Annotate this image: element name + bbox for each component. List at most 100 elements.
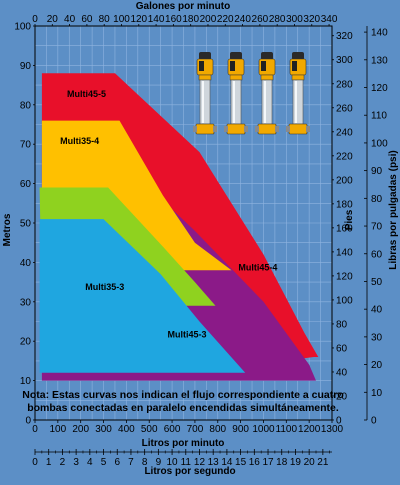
- left-axis-tick-label: 30: [20, 297, 32, 308]
- top-axis-tick-label: 220: [217, 14, 234, 25]
- top-axis-tick-label: 260: [252, 14, 269, 25]
- left-axis-tick-label: 70: [20, 140, 32, 151]
- right-axis-1-tick-label: 100: [336, 295, 353, 306]
- right-axis-1-tick-label: 240: [336, 127, 353, 138]
- bottom-axis-tick-label: 800: [209, 424, 226, 435]
- series-label: Multi45-3: [168, 329, 207, 339]
- top-axis-tick-label: 100: [113, 14, 130, 25]
- left-axis-tick-label: 20: [20, 337, 32, 348]
- series-label: Multi35-3: [85, 282, 124, 292]
- bottom-axis-2-tick-label: 12: [194, 457, 206, 468]
- left-axis-tick-label: 80: [20, 100, 32, 111]
- top-axis-tick-label: 320: [303, 14, 320, 25]
- bottom-axis-tick-label: 1100: [276, 424, 298, 435]
- bottom-axis-2-tick-label: 18: [276, 457, 288, 468]
- right-axis-2-tick-label: 30: [371, 332, 383, 343]
- bottom-axis-2-tick-label: 20: [304, 457, 316, 468]
- top-axis-tick-label: 300: [286, 14, 303, 25]
- top-axis-tick-label: 160: [165, 14, 182, 25]
- right-axis-2-tick-label: 130: [371, 55, 388, 66]
- right-axis-1-tick-label: 200: [336, 175, 353, 186]
- bottom-axis-2-tick-label: 21: [317, 457, 329, 468]
- top-axis-tick-label: 340: [321, 14, 338, 25]
- top-axis-title: Galones por minuto: [136, 1, 230, 12]
- bottom-axis-2-tick-label: 6: [114, 457, 120, 468]
- left-axis-tick-label: 90: [20, 61, 32, 72]
- right-axis-1-tick-label: 20: [336, 391, 348, 402]
- series-label: Multi35-4: [60, 136, 99, 146]
- vertical-pump-icon: [193, 52, 217, 135]
- top-axis-tick-label: 60: [81, 14, 93, 25]
- bottom-axis-2-tick-label: 2: [60, 457, 66, 468]
- top-axis-tick-label: 240: [234, 14, 251, 25]
- bottom-axis-tick-label: 1300: [321, 424, 344, 435]
- right-axis-2-tick-label: 50: [371, 277, 383, 288]
- right-axis-1-tick-label: 0: [336, 416, 342, 427]
- bottom-axis-2-tick-label: 15: [235, 457, 247, 468]
- bottom-axis-tick-label: 400: [118, 424, 135, 435]
- vertical-pump-icon: [224, 52, 248, 135]
- bottom-axis-2-tick-label: 13: [208, 457, 220, 468]
- vertical-pump-icon: [286, 52, 310, 135]
- left-axis-tick-label: 60: [20, 179, 32, 190]
- bottom-axis-tick-label: 1200: [298, 424, 321, 435]
- bottom-axis-2-tick-label: 10: [167, 457, 179, 468]
- bottom-axis-title: Litros por minuto: [142, 438, 225, 449]
- right-axis-2-tick-label: 110: [371, 111, 387, 122]
- right-axis-2-tick-label: 20: [371, 360, 383, 371]
- bottom-axis-tick-label: 600: [164, 424, 181, 435]
- right-axis-1-tick-label: 220: [336, 151, 353, 162]
- right-axis-2-title: Libras por pulgadas (psi): [388, 150, 399, 269]
- series-label: Multi45-5: [67, 89, 106, 99]
- bottom-axis-2-tick-label: 9: [156, 457, 162, 468]
- right-axis-1-tick-label: 120: [336, 271, 353, 282]
- top-axis-tick-label: 80: [99, 14, 111, 25]
- left-axis-tick-label: 10: [20, 376, 32, 387]
- top-axis-tick-label: 200: [200, 14, 217, 25]
- bottom-axis-tick-label: 0: [32, 424, 38, 435]
- note-line: Nota: Estas curvas nos indican el flujo …: [22, 389, 344, 401]
- right-axis-1-tick-label: 160: [336, 223, 353, 234]
- pump-images: [193, 52, 310, 135]
- series-label: Multi45-4: [238, 262, 277, 272]
- right-axis-2-tick-label: 60: [371, 249, 383, 260]
- bottom-axis-tick-label: 900: [232, 424, 249, 435]
- left-axis-title: Metros: [2, 213, 13, 246]
- right-axis-2-tick-label: 80: [371, 194, 383, 205]
- bottom-axis-2-tick-label: 4: [87, 457, 93, 468]
- bottom-axis-2-tick-label: 0: [32, 457, 38, 468]
- top-axis-tick-label: 180: [182, 14, 199, 25]
- bottom-axis-2-tick-label: 7: [128, 457, 134, 468]
- series-area-multi45-3: [39, 219, 246, 373]
- left-axis-tick-label: 40: [20, 258, 32, 269]
- series-areas: [39, 73, 319, 381]
- bottom-axis-2-tick-label: 19: [290, 457, 302, 468]
- bottom-axis-2-tick-label: 11: [181, 457, 192, 468]
- bottom-axis-2-tick-label: 1: [46, 457, 52, 468]
- right-axis-1-tick-label: 180: [336, 199, 353, 210]
- right-axis-1-tick-label: 260: [336, 103, 353, 114]
- right-axis-1-tick-label: 140: [336, 247, 353, 258]
- right-axis-2-tick-label: 0: [371, 416, 377, 427]
- top-axis-tick-label: 140: [148, 14, 165, 25]
- bottom-axis-2-title: Litros por segundo: [144, 466, 235, 477]
- right-axis-2-tick-label: 100: [371, 138, 388, 149]
- left-axis-tick-label: 0: [25, 416, 31, 427]
- right-axis-2-tick-label: 140: [371, 28, 388, 39]
- top-axis-tick-label: 120: [130, 14, 147, 25]
- right-axis-2-tick-label: 70: [371, 222, 383, 233]
- bottom-axis-tick-label: 200: [72, 424, 89, 435]
- bottom-axis-tick-label: 700: [187, 424, 204, 435]
- bottom-axis-tick-label: 500: [141, 424, 158, 435]
- bottom-axis-2-tick-label: 14: [221, 457, 233, 468]
- right-axis-1-tick-label: 300: [336, 55, 353, 66]
- vertical-pump-icon: [255, 52, 279, 135]
- right-axis-2-tick-label: 10: [371, 388, 383, 399]
- right-axis-1-tick-label: 80: [336, 319, 348, 330]
- right-axis-1-tick-label: 320: [336, 31, 353, 42]
- bottom-axis-2-tick-label: 17: [262, 457, 274, 468]
- bottom-axis-2-tick-label: 5: [101, 457, 107, 468]
- bottom-axis-2-tick-label: 8: [142, 457, 148, 468]
